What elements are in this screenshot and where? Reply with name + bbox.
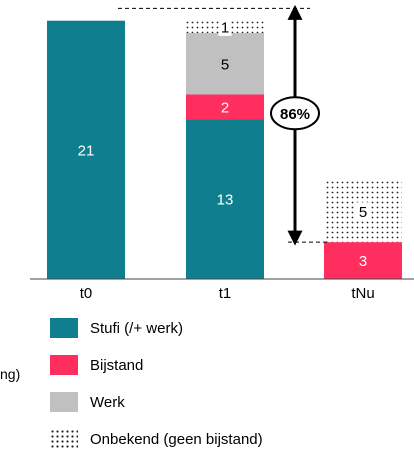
x-tick-t1: t1	[219, 285, 232, 300]
bar-t0-stufi-werk	[47, 20, 125, 279]
annotation-ellipse	[270, 96, 320, 131]
data-label-t1-stufi-werk: 13	[217, 192, 234, 209]
data-label-t1-werk: 5	[221, 56, 229, 73]
bar-t1-stufi-werk	[186, 119, 264, 279]
bar-t1-bijstand	[186, 94, 264, 120]
data-label-t1-onbekend-geen-bijstand: 1	[221, 19, 229, 36]
legend-label: Stufi (/+ werk)	[90, 319, 183, 337]
x-tick-t0: t0	[80, 285, 93, 300]
data-label-t1-bijstand: 2	[221, 99, 229, 116]
legend-swatch	[50, 429, 78, 449]
stray-text: ng)	[0, 366, 21, 382]
annotation-label: 86%	[280, 106, 310, 123]
label-bg-t1-onbekend-geen-bijstand	[218, 17, 232, 36]
bar-t1-werk	[186, 33, 264, 95]
legend-swatch	[50, 318, 78, 338]
legend-item-bijstand: Bijstand	[50, 353, 143, 377]
data-label-tnu-bijstand: 3	[359, 253, 367, 270]
label-bg-tnu-onbekend-geen-bijstand	[356, 202, 370, 221]
legend-item-onbekend-geen-bijstand: Onbekend (geen bijstand)	[50, 427, 263, 451]
data-label-t0-stufi-werk: 21	[78, 142, 95, 159]
bar-tnu-bijstand	[324, 242, 402, 279]
legend-item-stufi-werk: Stufi (/+ werk)	[50, 316, 183, 340]
legend-label: Bijstand	[90, 356, 144, 374]
legend-item-werk: Werk	[50, 390, 125, 414]
data-label-tnu-onbekend-geen-bijstand: 5	[359, 204, 367, 221]
legend-swatch	[50, 355, 78, 375]
legend-swatch	[50, 392, 78, 412]
legend-label: Werk	[90, 393, 125, 411]
x-tick-tnu: tNu	[351, 285, 374, 300]
legend-label: Onbekend (geen bijstand)	[90, 430, 263, 448]
